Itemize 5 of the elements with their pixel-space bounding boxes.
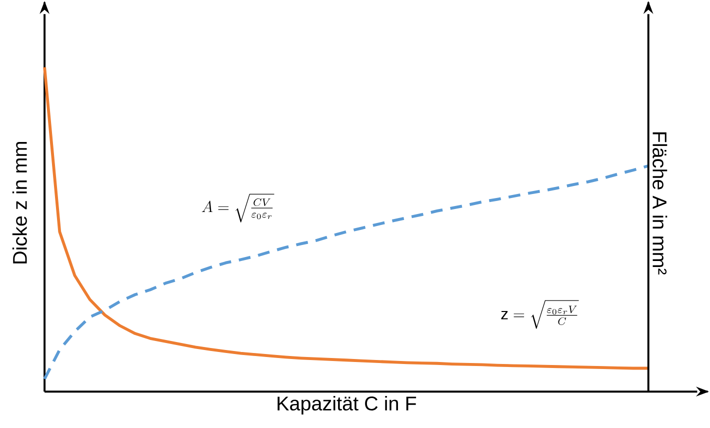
y-axis-title: Dicke z in mm [12, 142, 27, 264]
annotation: $A=\sqrt{\frac{CV}{\varepsilon_0\varepsilon_r}}$ [202, 194, 274, 222]
x-axis-title: Kapazität C in F [278, 396, 416, 414]
y2-axis-title: Fläche A in mm² [652, 132, 668, 274]
annotation: $\mathrm{z}=\sqrt{\frac{\varepsilon_0\varepsilon_r V}{C}}$ [501, 300, 579, 329]
